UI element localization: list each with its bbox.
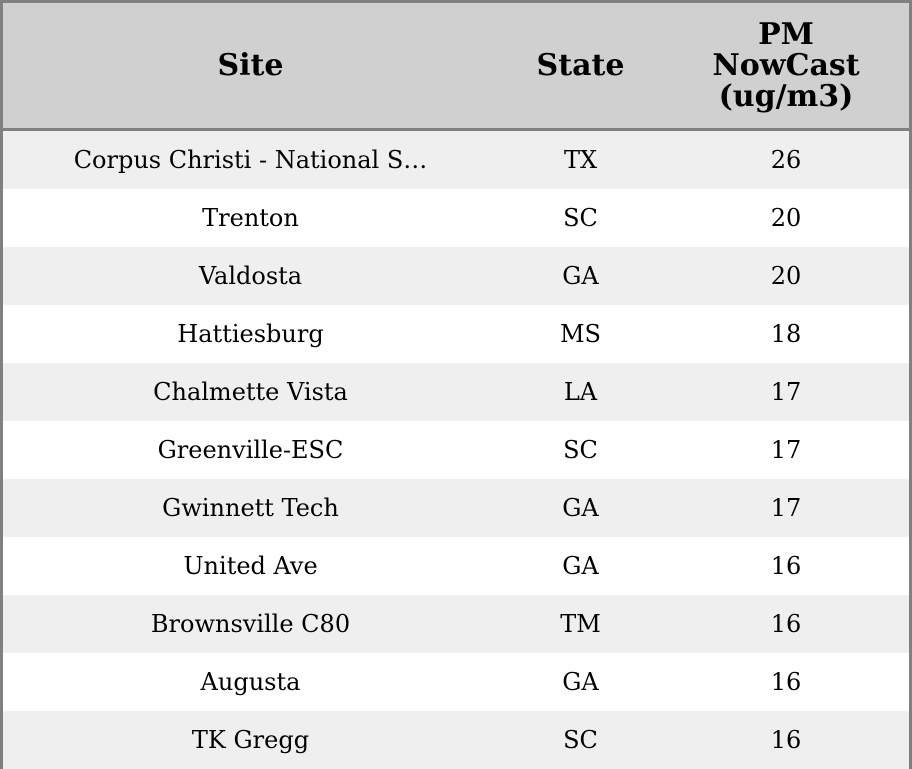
table-cell: Hattiesburg: [3, 305, 498, 363]
table-cell: GA: [498, 653, 663, 711]
table-row: United Ave GA 16: [3, 537, 909, 595]
table-cell: United Ave: [3, 537, 498, 595]
table-row: Chalmette Vista LA 17: [3, 363, 909, 421]
table-row: Brownsville C80 TM 16: [3, 595, 909, 653]
table-row: Valdosta GA 20: [3, 247, 909, 305]
table-cell: Valdosta: [3, 247, 498, 305]
table-cell: Chalmette Vista: [3, 363, 498, 421]
table-cell: LA: [498, 363, 663, 421]
column-header-text: State: [536, 48, 625, 83]
table-cell: MS: [498, 305, 663, 363]
table-row: Corpus Christi - National S… TX 26: [3, 129, 909, 189]
table-cell: TM: [498, 595, 663, 653]
table-cell: TK Gregg: [3, 711, 498, 769]
table-row: Gwinnett Tech GA 17: [3, 479, 909, 537]
table-cell: 17: [663, 363, 909, 421]
column-header: PM NowCast (ug/m3): [663, 3, 909, 131]
table-cell: 16: [663, 711, 909, 769]
table-cell: 16: [663, 653, 909, 711]
table-cell: 17: [663, 479, 909, 537]
table-cell: SC: [498, 189, 663, 247]
column-header-text: Site: [217, 48, 284, 83]
column-header: State: [498, 3, 663, 131]
table-cell: 20: [663, 247, 909, 305]
table-cell: Brownsville C80: [3, 595, 498, 653]
table-cell: Gwinnett Tech: [3, 479, 498, 537]
table-cell: Corpus Christi - National S…: [3, 129, 498, 189]
table-cell: SC: [498, 711, 663, 769]
column-header: Site: [3, 3, 498, 131]
table-cell: Augusta: [3, 653, 498, 711]
table-cell: TX: [498, 129, 663, 189]
table-cell: 16: [663, 595, 909, 653]
table-cell: 18: [663, 305, 909, 363]
table-header: Site State PM NowCast (ug/m3): [3, 3, 909, 131]
table-cell: GA: [498, 537, 663, 595]
table-cell: GA: [498, 247, 663, 305]
column-header-text: PM NowCast (ug/m3): [712, 17, 860, 114]
table-cell: 26: [663, 129, 909, 189]
table-cell: SC: [498, 421, 663, 479]
table-row: Hattiesburg MS 18: [3, 305, 909, 363]
header-row: Site State PM NowCast (ug/m3): [3, 3, 909, 131]
table-cell: 20: [663, 189, 909, 247]
table-cell: GA: [498, 479, 663, 537]
table-cell: 16: [663, 537, 909, 595]
table-body: Corpus Christi - National S… TX 26 Trenton S…: [3, 129, 909, 769]
table-row: Trenton SC 20: [3, 189, 909, 247]
table-cell: Trenton: [3, 189, 498, 247]
table-cell: Greenville-ESC: [3, 421, 498, 479]
table-row: Augusta GA 16: [3, 653, 909, 711]
table-row: TK Gregg SC 16: [3, 711, 909, 769]
table-cell: 17: [663, 421, 909, 479]
data-table: Site State PM NowCast (ug/m3) Corpus Chris…: [3, 3, 909, 769]
table-row: Greenville-ESC SC 17: [3, 421, 909, 479]
